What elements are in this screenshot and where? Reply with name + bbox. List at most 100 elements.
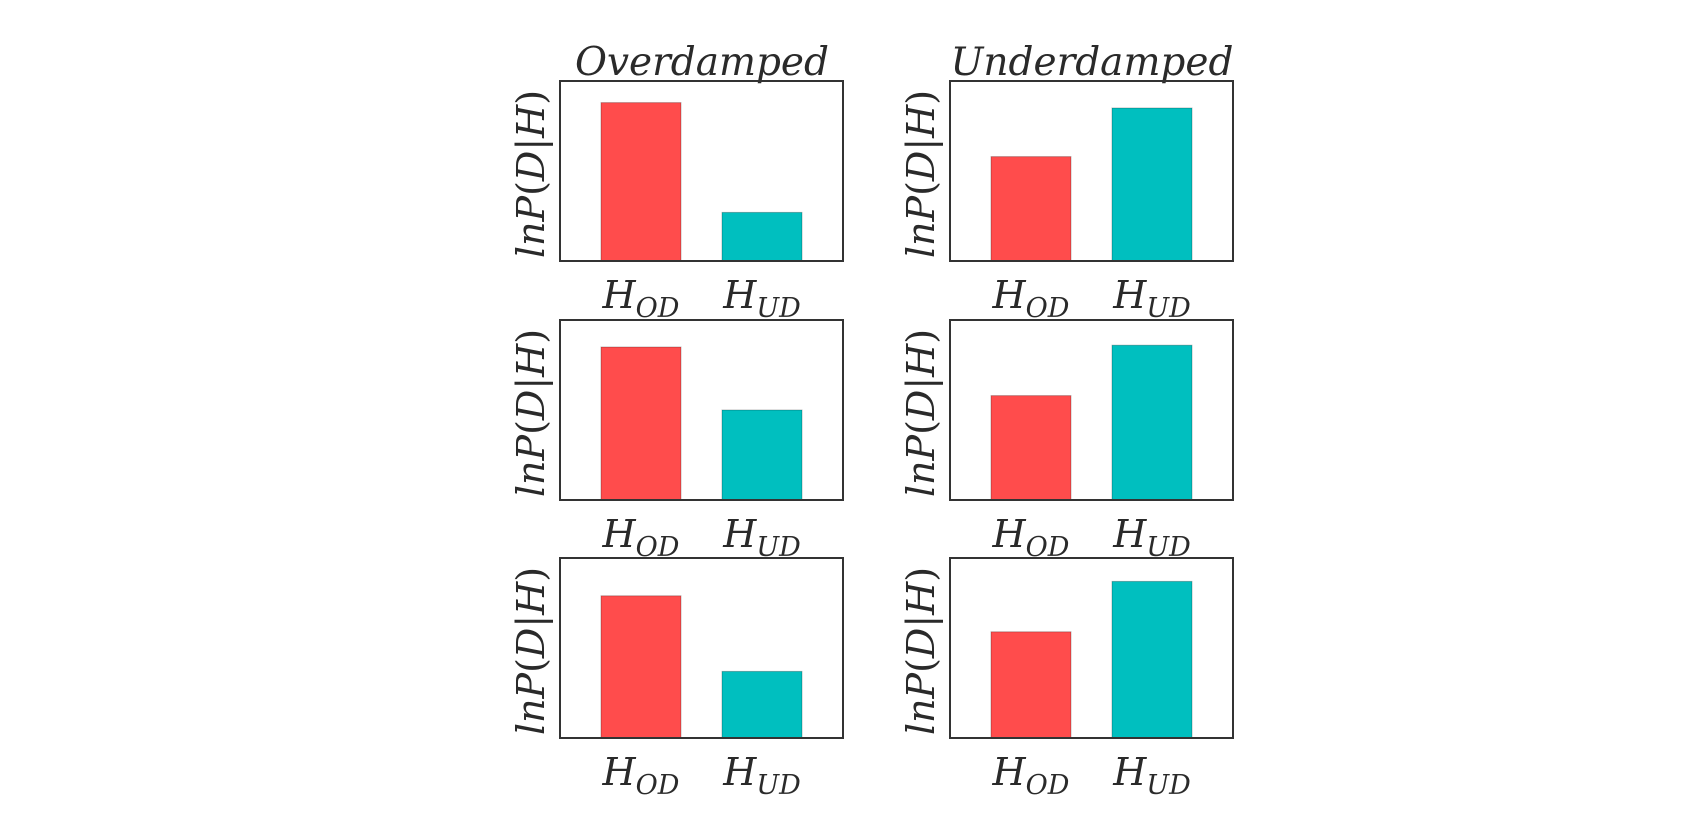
ylabel-bar: |	[509, 138, 553, 151]
ylabel-close-paren: )	[509, 90, 553, 105]
ylabel-open-paren: (	[509, 420, 553, 435]
tick-subscript: UD	[1146, 770, 1191, 801]
ylabel-d: D	[899, 628, 943, 659]
tick-subscript: UD	[1146, 293, 1191, 324]
ylabel-p: P	[899, 434, 943, 462]
bar-h-ud	[1111, 580, 1193, 739]
y-axis-label: lnP(D|H)	[899, 567, 943, 735]
axes-frame	[559, 557, 844, 739]
x-tick-label: HUD	[1112, 750, 1191, 801]
x-tick-label: HOD	[602, 273, 680, 324]
x-tick-label: HOD	[992, 512, 1070, 563]
tick-base: H	[992, 512, 1027, 556]
ylabel-close-paren: )	[509, 329, 553, 344]
tick-subscript: OD	[636, 293, 680, 324]
tick-base: H	[722, 750, 757, 794]
x-tick-label: HUD	[722, 512, 801, 563]
ylabel-h: H	[509, 104, 553, 139]
x-tick-label: HOD	[602, 750, 680, 801]
tick-subscript: OD	[636, 770, 680, 801]
y-axis-label: lnP(D|H)	[509, 329, 553, 497]
ylabel-close-paren: )	[509, 567, 553, 582]
x-tick-label: HUD	[722, 273, 801, 324]
ylabel-d: D	[899, 151, 943, 182]
bar-h-ud	[721, 670, 803, 739]
ylabel-h: H	[509, 343, 553, 378]
ylabel-bar: |	[509, 615, 553, 628]
ylabel-open-paren: (	[509, 181, 553, 196]
bar-h-od	[600, 102, 682, 262]
y-axis-label: lnP(D|H)	[899, 329, 943, 497]
ylabel-open-paren: (	[899, 658, 943, 673]
tick-base: H	[1112, 273, 1147, 317]
ylabel-d: D	[899, 390, 943, 421]
ylabel-bar: |	[899, 377, 943, 390]
tick-base: H	[602, 750, 637, 794]
ylabel-close-paren: )	[899, 567, 943, 582]
ylabel-close-paren: )	[899, 90, 943, 105]
ylabel-close-paren: )	[899, 329, 943, 344]
y-axis-label: lnP(D|H)	[899, 90, 943, 258]
ylabel-h: H	[509, 581, 553, 616]
axes-frame	[949, 557, 1234, 739]
ylabel-p: P	[509, 434, 553, 462]
x-tick-label: HUD	[1112, 273, 1191, 324]
bar-h-od	[600, 595, 682, 739]
tick-base: H	[602, 273, 637, 317]
ylabel-p: P	[899, 195, 943, 223]
ylabel-d: D	[509, 628, 553, 659]
tick-subscript: UD	[756, 770, 801, 801]
bar-h-ud	[1111, 344, 1193, 501]
ylabel-h: H	[899, 581, 943, 616]
ylabel-bar: |	[509, 377, 553, 390]
x-tick-label: HOD	[992, 273, 1070, 324]
ylabel-d: D	[509, 151, 553, 182]
ylabel-open-paren: (	[899, 420, 943, 435]
ylabel-bar: |	[899, 138, 943, 151]
ylabel-ln: ln	[509, 699, 553, 736]
tick-base: H	[1112, 512, 1147, 556]
column-title-underdamped: Underdamped	[951, 40, 1234, 85]
ylabel-ln: ln	[509, 222, 553, 259]
bar-h-ud	[721, 409, 803, 501]
x-tick-label: HOD	[602, 512, 680, 563]
tick-subscript: OD	[1026, 770, 1070, 801]
ylabel-p: P	[509, 672, 553, 700]
ylabel-ln: ln	[899, 461, 943, 498]
x-tick-label: HOD	[992, 750, 1070, 801]
x-tick-label: HUD	[1112, 512, 1191, 563]
tick-subscript: UD	[756, 293, 801, 324]
axes-frame	[559, 319, 844, 501]
ylabel-ln: ln	[899, 222, 943, 259]
ylabel-h: H	[899, 104, 943, 139]
y-axis-label: lnP(D|H)	[509, 90, 553, 258]
ylabel-open-paren: (	[899, 181, 943, 196]
bar-h-ud	[721, 211, 803, 262]
ylabel-h: H	[899, 343, 943, 378]
bar-h-od	[990, 631, 1072, 739]
ylabel-ln: ln	[899, 699, 943, 736]
tick-subscript: OD	[1026, 293, 1070, 324]
ylabel-d: D	[509, 390, 553, 421]
bar-h-od	[990, 395, 1072, 501]
tick-base: H	[992, 750, 1027, 794]
ylabel-ln: ln	[509, 461, 553, 498]
tick-base: H	[1112, 750, 1147, 794]
bar-h-od	[600, 346, 682, 501]
tick-base: H	[722, 273, 757, 317]
tick-base: H	[602, 512, 637, 556]
axes-frame	[949, 319, 1234, 501]
tick-base: H	[992, 273, 1027, 317]
tick-base: H	[722, 512, 757, 556]
y-axis-label: lnP(D|H)	[509, 567, 553, 735]
bar-h-od	[990, 156, 1072, 262]
column-title-overdamped: Overdamped	[575, 40, 829, 85]
ylabel-p: P	[509, 195, 553, 223]
axes-frame	[949, 80, 1234, 262]
